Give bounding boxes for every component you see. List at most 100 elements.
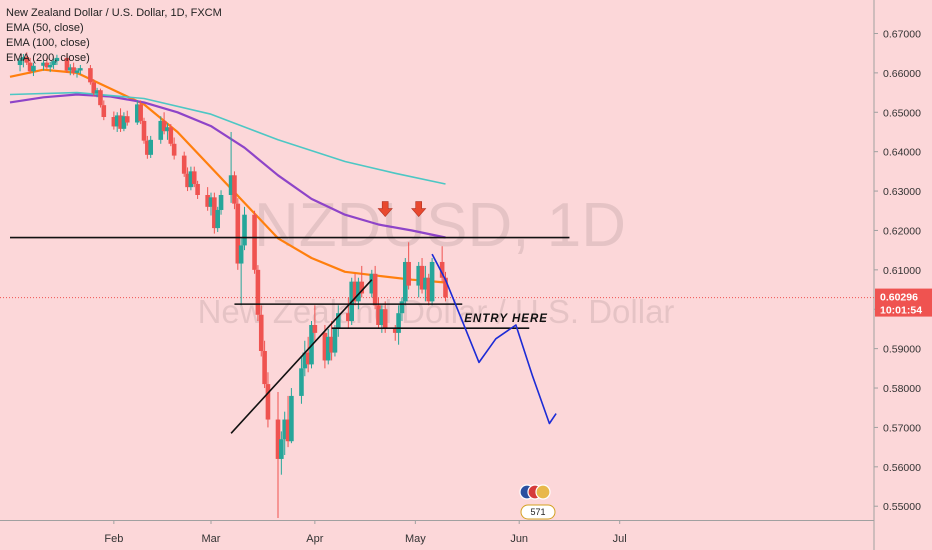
candle-body — [299, 368, 304, 396]
candle — [218, 190, 224, 215]
candle-body — [423, 277, 428, 290]
candle — [252, 210, 257, 274]
candle-body — [161, 120, 167, 132]
candle — [118, 108, 123, 132]
candle — [346, 297, 351, 329]
candle-body — [439, 261, 445, 278]
candle-body — [44, 62, 50, 68]
candle-body — [279, 439, 284, 459]
x-tick-label: Mar — [202, 533, 221, 545]
candle-body — [232, 175, 237, 204]
candle-body — [185, 173, 190, 188]
candle-body — [332, 328, 338, 353]
candle-body — [47, 65, 53, 68]
down-arrow-icon — [377, 201, 393, 217]
candle — [322, 325, 328, 369]
candle — [71, 62, 76, 76]
event-count-label: 571 — [530, 507, 545, 517]
candle-body — [195, 183, 200, 195]
candle — [98, 88, 103, 108]
candle — [141, 117, 147, 144]
candle — [312, 305, 318, 341]
candle — [376, 297, 381, 329]
candle — [91, 79, 97, 97]
candle — [228, 131, 234, 203]
candle — [396, 305, 401, 345]
candle — [372, 265, 378, 310]
candle — [285, 395, 291, 448]
candle-body — [135, 104, 140, 123]
candle-body — [372, 273, 378, 306]
candle-body — [282, 419, 287, 440]
x-tick-label: Feb — [104, 533, 123, 545]
candle-body — [419, 265, 425, 290]
watermark-symbol: NZDUSD, 1D — [254, 191, 626, 260]
candle — [399, 297, 405, 322]
candle-body — [392, 328, 398, 333]
y-tick-label: 0.58000 — [883, 383, 921, 395]
candle-body — [21, 57, 26, 61]
candle — [68, 64, 73, 76]
candle-body — [68, 67, 73, 71]
candle-body — [158, 120, 164, 140]
candle-body — [101, 105, 107, 117]
y-tick-label: 0.57000 — [883, 422, 921, 434]
candle-body — [64, 57, 70, 71]
candle-body — [212, 197, 217, 229]
watermark-name: New Zealand Dollar / U.S. Dollar — [198, 293, 675, 330]
candle — [17, 57, 23, 72]
candle-body — [205, 195, 210, 207]
candle-body — [111, 117, 117, 127]
candle — [258, 305, 264, 357]
y-tick-label: 0.59000 — [883, 344, 921, 356]
down-arrow-icon — [411, 201, 427, 217]
event-flag-icon — [535, 484, 551, 500]
candle-body — [258, 314, 264, 351]
candle — [255, 265, 261, 322]
candle-body — [141, 120, 147, 141]
candle-body — [416, 265, 421, 286]
candle — [44, 57, 50, 69]
y-tick-label: 0.61000 — [883, 265, 921, 277]
candle-body — [191, 171, 197, 184]
candle-body — [208, 197, 214, 207]
candle-body — [346, 313, 351, 322]
candle — [416, 261, 421, 298]
candle-body — [98, 90, 103, 106]
x-tick-label: Apr — [306, 533, 323, 545]
events-badge: 571 — [519, 484, 556, 520]
candle-body — [88, 68, 93, 83]
candle-body — [336, 313, 341, 329]
candle — [289, 388, 294, 444]
candle-body — [118, 115, 123, 129]
candle — [27, 57, 33, 74]
candle — [74, 68, 80, 78]
candle-body — [114, 115, 120, 127]
candle — [369, 269, 375, 298]
x-tick-label: Jun — [510, 533, 528, 545]
candle — [429, 258, 435, 306]
candle-body — [138, 104, 143, 121]
candle — [443, 271, 448, 302]
chart-legend: New Zealand Dollar / U.S. Dollar, 1D, FX… — [6, 6, 222, 66]
candle-body — [429, 261, 435, 302]
candle-body — [235, 203, 241, 264]
trend-line — [230, 279, 373, 434]
candle-body — [275, 419, 281, 459]
candle-body — [94, 90, 100, 94]
candle — [24, 52, 30, 65]
candle-body — [262, 351, 267, 385]
candle — [148, 135, 153, 158]
candle-body — [265, 384, 271, 420]
y-tick-label: 0.55000 — [883, 501, 921, 513]
candle — [111, 111, 117, 130]
candle — [419, 258, 425, 294]
candle — [138, 100, 143, 125]
candle-body — [289, 395, 294, 442]
candle — [302, 340, 308, 377]
candle — [181, 151, 187, 177]
ema200-line — [9, 91, 446, 185]
candle-body — [31, 65, 36, 72]
candle — [135, 100, 140, 125]
